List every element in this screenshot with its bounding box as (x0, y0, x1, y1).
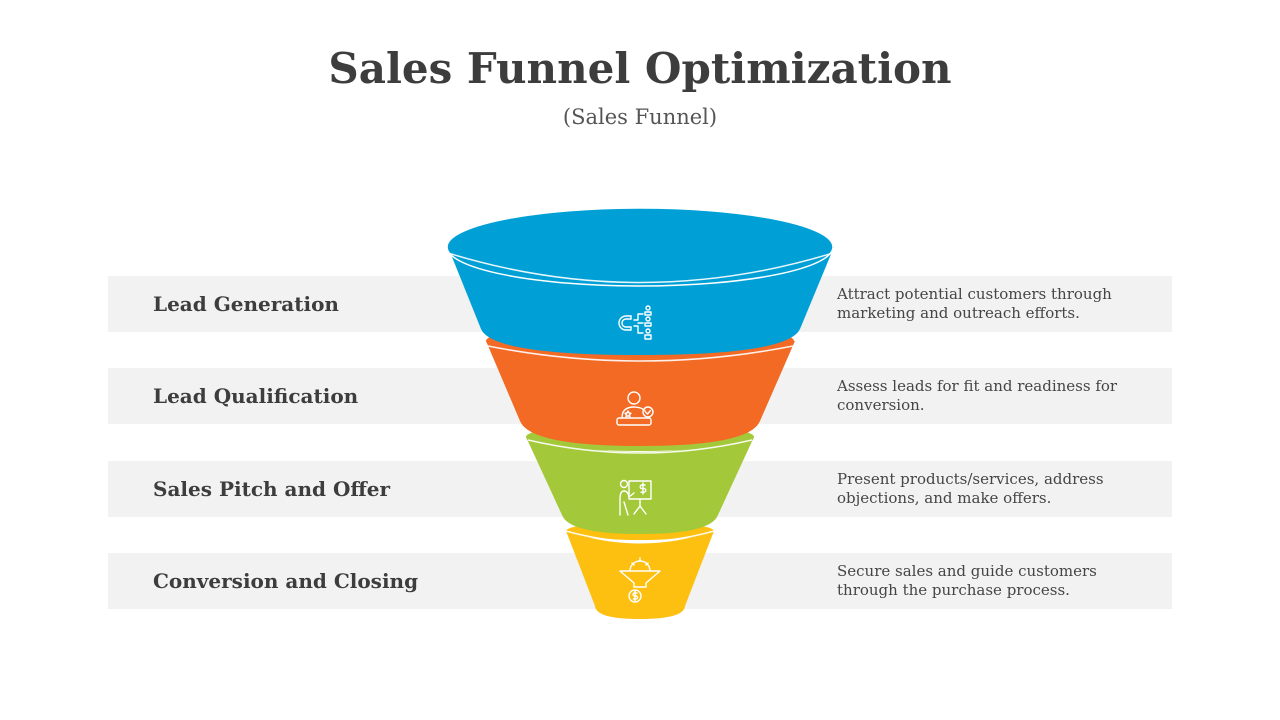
stage-label: Sales Pitch and Offer (153, 477, 391, 501)
stage-description: Attract potential customers through mark… (837, 285, 1112, 322)
presentation-board-icon (619, 479, 652, 516)
stage-label: Conversion and Closing (153, 569, 419, 593)
stage-description: Present products/services, address objec… (837, 470, 1104, 507)
magnet-people-icon (618, 305, 652, 340)
stage-description: Secure sales and guide customers through… (837, 562, 1097, 599)
stage-label: Lead Qualification (153, 384, 359, 408)
qualified-person-icon (616, 391, 654, 426)
page-title: Sales Funnel Optimization (328, 44, 952, 93)
stage-label: Lead Generation (153, 292, 339, 316)
stage-description: Assess leads for fit and readiness for c… (837, 377, 1118, 414)
page-subtitle: (Sales Funnel) (562, 105, 718, 129)
funnel-dollar-icon (619, 557, 661, 603)
stage-band-lead-generation: Lead Generation Attract potential custom… (108, 276, 1172, 332)
funnel-segment-lead-generation (446, 207, 834, 355)
